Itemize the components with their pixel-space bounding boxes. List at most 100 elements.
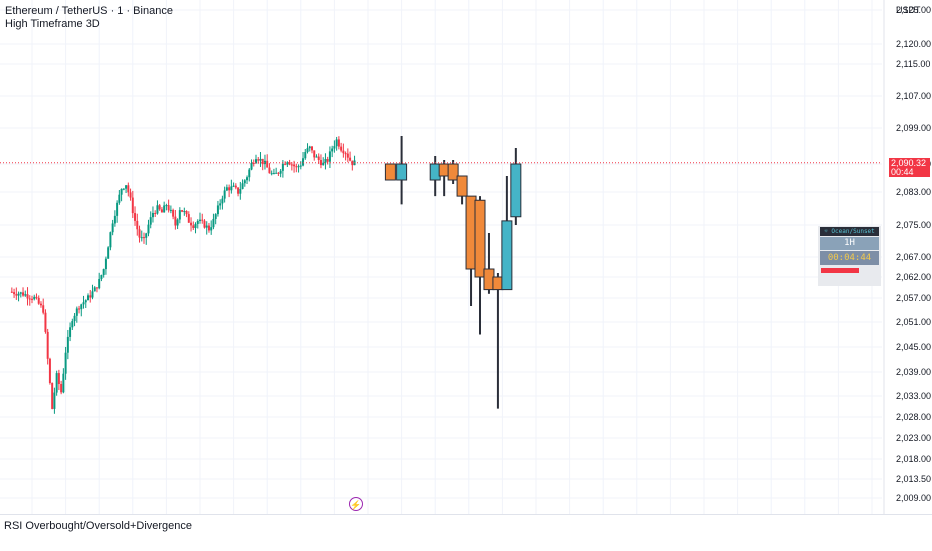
- candle-body: [237, 187, 240, 194]
- chart-grid: [0, 0, 882, 514]
- candle-body: [28, 298, 31, 300]
- candle-body: [87, 295, 89, 301]
- candle-body: [196, 220, 199, 224]
- candle-body: [17, 293, 20, 296]
- candle-body: [143, 237, 145, 239]
- candle-body: [42, 305, 45, 313]
- symbol-title[interactable]: Ethereum / TetherUS · 1 · Binance: [5, 5, 173, 17]
- candle-body: [111, 223, 114, 233]
- candle-body: [48, 358, 51, 384]
- candle-body: [109, 232, 112, 248]
- candle-body: [317, 156, 320, 161]
- price-tick-label: 2,067.00: [896, 252, 931, 262]
- candle-body: [156, 205, 159, 214]
- candle-body: [228, 187, 231, 191]
- htf-candle-body: [501, 220, 513, 291]
- htf-candle-body: [474, 199, 486, 278]
- candle-body: [337, 139, 340, 147]
- price-tick-label: 2,051.00: [896, 317, 931, 327]
- candle-body: [129, 192, 132, 198]
- candle-body: [147, 224, 150, 234]
- candle-body: [297, 166, 300, 168]
- candle-body: [122, 188, 125, 190]
- timer-widget[interactable]: ☼ Ocean/Sunset 1H 00:04:44: [818, 226, 881, 286]
- candle-body: [69, 327, 72, 337]
- candle-body: [248, 169, 251, 178]
- candle-body: [149, 217, 152, 225]
- candle-body: [158, 205, 161, 210]
- candle-body: [241, 183, 244, 189]
- candle-body: [10, 291, 13, 293]
- candle-body: [113, 215, 116, 224]
- candle-body: [257, 159, 260, 161]
- price-tick-label: 2,075.00: [896, 220, 931, 230]
- candle-body: [328, 151, 331, 162]
- bar-countdown: 00:44: [891, 167, 914, 177]
- candle-body: [57, 373, 60, 385]
- candle-body: [286, 162, 289, 165]
- candle-body: [93, 287, 96, 292]
- candle-body: [201, 219, 204, 221]
- candle-body: [344, 153, 347, 155]
- candle-body: [295, 166, 298, 168]
- candle-body: [250, 162, 253, 170]
- indicator-pane: RSI Overbought/Oversold+Divergence: [0, 514, 932, 551]
- candle-body: [136, 220, 139, 230]
- candle-body: [80, 304, 83, 310]
- price-tick-label: 2,099.00: [896, 123, 931, 133]
- candle-body: [33, 296, 36, 300]
- candle-body: [172, 209, 175, 217]
- candle-body: [22, 292, 25, 296]
- rsi-indicator-title[interactable]: RSI Overbought/Oversold+Divergence: [4, 520, 193, 532]
- candle-body: [131, 197, 134, 214]
- candle-body: [221, 198, 224, 204]
- candle-body: [140, 237, 143, 239]
- candle-body: [35, 296, 38, 298]
- lightning-event-icon[interactable]: ⚡: [349, 497, 363, 511]
- candle-body: [288, 162, 291, 165]
- candle-body: [212, 218, 215, 228]
- candle-body: [104, 258, 107, 270]
- candle-body: [19, 292, 22, 294]
- candle-body: [243, 180, 246, 184]
- price-chart[interactable]: 2,125.00 2,120.00 2,115.00 2,107.00 2,099.00…: [0, 0, 932, 514]
- candle-body: [210, 227, 213, 231]
- candle-body: [266, 160, 269, 168]
- widget-timer: 00:04:44: [820, 251, 879, 265]
- candle-body: [73, 315, 76, 322]
- candle-body: [13, 292, 16, 295]
- one-minute-candles: [10, 136, 356, 414]
- htf-candle-body: [447, 163, 459, 181]
- htf-indicator-title[interactable]: High Timeframe 3D: [5, 18, 100, 30]
- candle-body: [183, 211, 186, 213]
- candle-body: [279, 170, 282, 174]
- candle-body: [15, 294, 18, 296]
- candle-body: [349, 157, 352, 161]
- candle-body: [290, 164, 293, 166]
- candle-body: [91, 291, 94, 298]
- candle-body: [116, 202, 119, 216]
- candle-body: [107, 247, 110, 259]
- candle-body: [169, 209, 172, 211]
- price-tick-label: 2,115.00: [896, 59, 930, 69]
- chart-legend: Ethereum / TetherUS · 1 · Binance High T…: [5, 5, 173, 31]
- candle-body: [304, 152, 307, 159]
- htf-candle-body: [456, 175, 468, 197]
- widget-progress-bar: [821, 268, 859, 273]
- candle-body: [214, 214, 217, 219]
- candle-body: [277, 172, 280, 174]
- candle-body: [31, 298, 33, 300]
- price-tick-label: 2,009.00: [896, 493, 931, 503]
- candle-body: [154, 212, 157, 214]
- candle-body: [165, 205, 168, 207]
- candle-body: [78, 308, 81, 310]
- candle-body: [89, 295, 92, 298]
- candle-body: [216, 205, 219, 215]
- candle-body: [308, 146, 311, 149]
- price-axis[interactable]: 2,125.00 2,120.00 2,115.00 2,107.00 2,099.00…: [883, 0, 931, 514]
- candle-body: [51, 383, 54, 409]
- candle-body: [84, 300, 87, 303]
- candle-body: [340, 146, 343, 151]
- widget-header: ☼ Ocean/Sunset: [820, 227, 879, 236]
- price-tick-label: 2,057.00: [896, 293, 931, 303]
